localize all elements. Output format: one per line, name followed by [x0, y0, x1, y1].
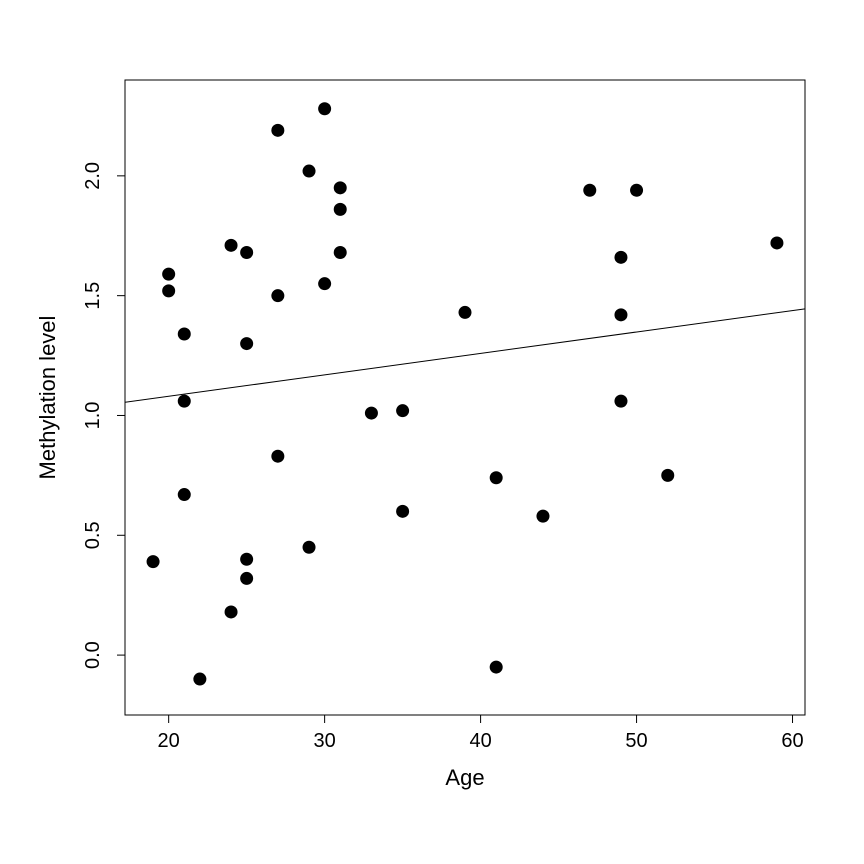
- data-point: [271, 450, 284, 463]
- data-point: [318, 102, 331, 115]
- data-point: [459, 306, 472, 319]
- y-tick-label: 1.0: [82, 402, 104, 430]
- data-point: [225, 605, 238, 618]
- data-point: [770, 236, 783, 249]
- x-tick-label: 20: [158, 730, 180, 752]
- x-tick-label: 30: [314, 730, 336, 752]
- y-tick-label: 0.5: [82, 521, 104, 549]
- data-point: [396, 505, 409, 518]
- data-point: [303, 165, 316, 178]
- data-point: [396, 404, 409, 417]
- data-point: [178, 488, 191, 501]
- data-point: [225, 239, 238, 252]
- y-tick-label: 1.5: [82, 282, 104, 310]
- data-point: [583, 184, 596, 197]
- chart-background: [0, 0, 864, 864]
- y-axis-title: Methylation level: [35, 316, 60, 480]
- data-point: [334, 246, 347, 259]
- data-point: [334, 181, 347, 194]
- data-point: [271, 289, 284, 302]
- x-tick-label: 50: [625, 730, 647, 752]
- data-point: [303, 541, 316, 554]
- data-point: [334, 203, 347, 216]
- data-point: [536, 510, 549, 523]
- data-point: [661, 469, 674, 482]
- data-point: [490, 661, 503, 674]
- data-point: [614, 251, 627, 264]
- x-axis-title: Age: [445, 765, 484, 790]
- data-point: [271, 124, 284, 137]
- data-point: [240, 572, 253, 585]
- data-point: [630, 184, 643, 197]
- y-tick-label: 0.0: [82, 641, 104, 669]
- data-point: [614, 395, 627, 408]
- y-tick-label: 2.0: [82, 162, 104, 190]
- scatter-chart: 20 30 40 50 60 Age 0.0 0.5 1.0 1.5 2.0 Methylation …: [0, 0, 864, 864]
- data-point: [193, 673, 206, 686]
- data-point: [147, 555, 160, 568]
- x-tick-label: 40: [469, 730, 491, 752]
- data-point: [178, 328, 191, 341]
- data-point: [240, 553, 253, 566]
- data-point: [318, 277, 331, 290]
- data-point: [365, 407, 378, 420]
- data-point: [490, 471, 503, 484]
- data-point: [162, 284, 175, 297]
- x-tick-label: 60: [781, 730, 803, 752]
- data-point: [178, 395, 191, 408]
- data-point: [162, 268, 175, 281]
- data-point: [240, 337, 253, 350]
- data-point: [240, 246, 253, 259]
- data-point: [614, 308, 627, 321]
